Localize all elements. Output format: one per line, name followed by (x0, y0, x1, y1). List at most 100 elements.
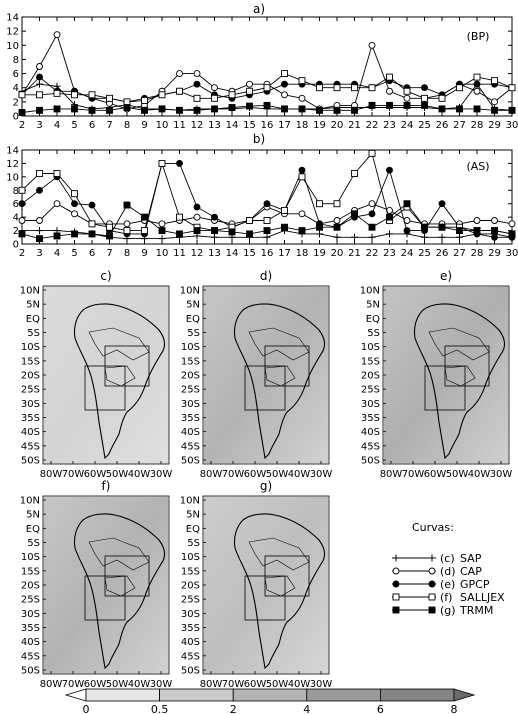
point-trmm (264, 228, 270, 234)
lon-tick-label: 30W (310, 469, 333, 480)
point-gpcp (404, 228, 410, 234)
x-tick-label: 9 (141, 120, 147, 131)
lat-tick-label: 10N (180, 496, 200, 507)
legend-label: SAP (460, 552, 482, 565)
lat-tick-label: 30S (181, 399, 200, 410)
lat-tick-label: 50S (361, 456, 380, 467)
point-salljex (299, 174, 305, 180)
lon-tick-label: 40W (288, 469, 311, 480)
point-cap (37, 218, 43, 224)
point-sap (264, 234, 271, 241)
point-trmm (404, 201, 410, 207)
lon-tick-label: 40W (128, 469, 151, 480)
legend-tag: (e) (440, 578, 455, 591)
point-salljex (54, 171, 60, 177)
x-tick-label: 19 (313, 248, 326, 259)
y-tick-label: 10 (6, 172, 19, 183)
lon-tick-label: 60W (84, 679, 107, 690)
y-tick-label: 8 (13, 186, 19, 197)
x-tick-label: 7 (106, 120, 112, 131)
point-sap (159, 235, 166, 242)
y-tick-label: 6 (13, 199, 19, 210)
lat-tick-label: 5N (366, 300, 380, 311)
point-trmm (457, 106, 463, 112)
y-tick-label: 2 (13, 226, 19, 237)
x-tick-label: 6 (89, 120, 95, 131)
legend-tag: (f) (440, 591, 452, 604)
point-gpcp (299, 167, 305, 173)
x-tick-label: 19 (313, 120, 326, 131)
x-tick-label: 13 (208, 248, 221, 259)
point-trmm (369, 102, 375, 108)
point-trmm (317, 224, 323, 230)
point-trmm (19, 231, 25, 237)
point-gpcp (264, 201, 270, 207)
x-tick-label: 12 (191, 120, 204, 131)
point-salljex (142, 228, 148, 234)
x-tick-label: 8 (124, 120, 130, 131)
lat-tick-label: 45S (181, 441, 200, 452)
point-sap (316, 230, 323, 237)
point-salljex (72, 191, 78, 197)
lat-tick-label: 10N (360, 286, 380, 297)
x-tick-label: 16 (261, 248, 274, 259)
point-trmm (212, 228, 218, 234)
point-salljex (37, 171, 43, 177)
x-tick-label: 30 (506, 248, 518, 259)
lat-tick-label: 35S (181, 413, 200, 424)
lon-tick-label: 70W (222, 679, 245, 690)
point-trmm (247, 103, 253, 109)
lat-tick-label: 10N (180, 286, 200, 297)
point-salljex (247, 88, 253, 94)
point-sap (351, 234, 358, 241)
point-cap (19, 218, 25, 224)
point-trmm (264, 102, 270, 108)
lat-tick-label: 10S (21, 552, 40, 563)
lat-tick-label: 35S (21, 623, 40, 634)
lat-tick-label: 25S (181, 385, 200, 396)
point-trmm (369, 224, 375, 230)
lat-tick-label: 10S (181, 342, 200, 353)
point-trmm (509, 107, 515, 113)
point-cap (334, 218, 340, 224)
map-panel-label: d) (260, 269, 272, 283)
point-trmm (492, 228, 498, 234)
colorbar-segment (380, 689, 454, 701)
x-tick-label: 10 (156, 248, 169, 259)
map-panel-label: c) (100, 269, 111, 283)
point-trmm (142, 214, 148, 220)
point-trmm (439, 106, 445, 112)
point-salljex (194, 95, 200, 101)
lat-tick-label: EQ (186, 314, 200, 325)
point-salljex (352, 171, 358, 177)
point-sap (439, 234, 446, 241)
point-trmm (439, 224, 445, 230)
lon-tick-label: 30W (150, 469, 173, 480)
point-cap (159, 221, 165, 227)
lat-tick-label: 5S (367, 328, 380, 339)
colorbar-tick-label: 6 (377, 703, 384, 714)
panel-a-region-label: (BP) (467, 30, 490, 43)
point-cap (72, 211, 78, 217)
point-trmm (509, 231, 515, 237)
legend-label: GPCP (460, 578, 490, 591)
lat-tick-label: 10S (21, 342, 40, 353)
point-trmm (404, 102, 410, 108)
point-cap (54, 201, 60, 207)
lat-tick-label: 5N (26, 510, 40, 521)
point-cap (509, 221, 515, 227)
point-trmm (334, 107, 340, 113)
colorbar: 00.5246810 (66, 689, 518, 714)
lat-tick-label: 5N (186, 300, 200, 311)
point-salljex (422, 95, 428, 101)
lat-tick-label: 50S (181, 456, 200, 467)
point-trmm (247, 231, 253, 237)
x-tick-label: 23 (383, 120, 396, 131)
point-gpcp (72, 201, 78, 207)
legend-label: TRMM (459, 604, 493, 617)
x-tick-label: 22 (366, 248, 379, 259)
point-cap (369, 42, 375, 48)
lon-tick-label: 40W (468, 469, 491, 480)
colorbar-tick-label: 4 (303, 703, 310, 714)
point-trmm (107, 107, 113, 113)
